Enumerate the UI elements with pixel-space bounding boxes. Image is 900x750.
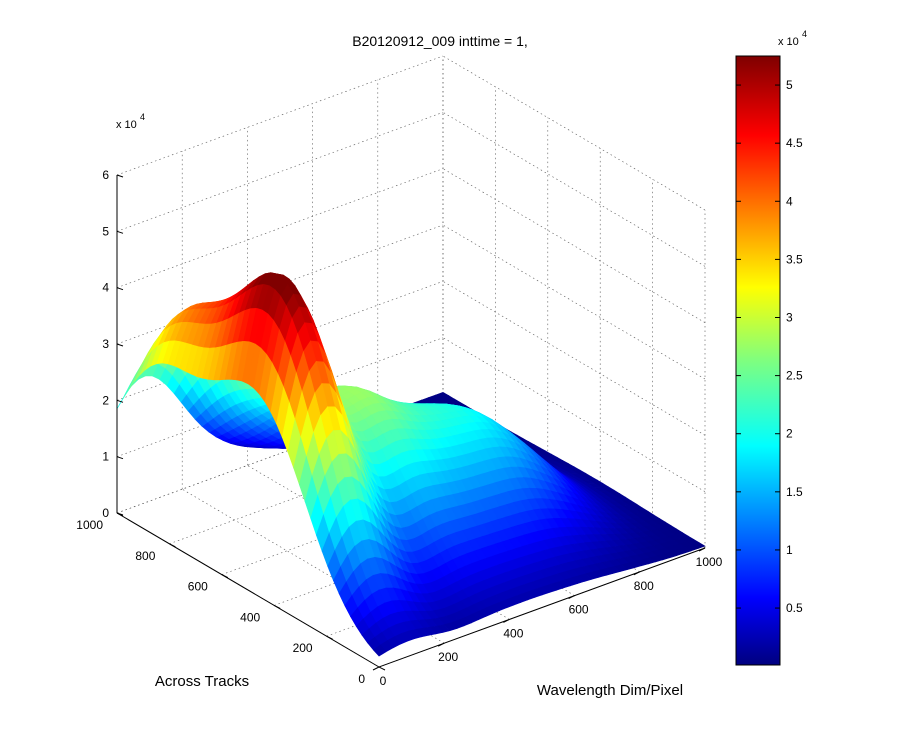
- z-tick-label: 4: [102, 281, 109, 295]
- colorbar-tick-label: 5: [786, 78, 793, 92]
- colorbar-tick-label: 4.5: [786, 136, 803, 150]
- colorbar-tick-label: 2.5: [786, 369, 803, 383]
- x-tick-label: 200: [438, 650, 458, 664]
- z-axis-multiplier: x 10 4: [116, 112, 145, 131]
- grid-line: [116, 168, 444, 288]
- surface-plot: [116, 272, 706, 657]
- colorbar: 0.5 1 1.5 2 2.5 3 3.5 4 4.5 5 x 10 4: [735, 29, 807, 666]
- y-axis-line: [116, 512, 380, 668]
- z-tick-label: 1: [102, 450, 109, 464]
- z-tick-mark: [116, 512, 124, 516]
- y-tick-mark: [169, 543, 176, 548]
- chart-title: B20120912_009 inttime = 1,: [352, 33, 528, 49]
- colorbar-multiplier-base: x 10: [778, 36, 799, 48]
- colorbar-ticks: 0.5 1 1.5 2 2.5 3 3.5 4 4.5 5: [736, 78, 803, 615]
- y-tick-label: 0: [358, 672, 365, 686]
- y-tick-mark: [221, 574, 229, 579]
- x-axis-line: [378, 547, 706, 668]
- x-tick-mark: [503, 618, 510, 623]
- grid-line: [116, 337, 444, 457]
- grid-line: [442, 55, 706, 211]
- surface-patch: [372, 644, 387, 657]
- grid-line: [442, 281, 706, 436]
- x-tick-mark: [372, 666, 380, 671]
- z-tick-mark: [116, 287, 124, 291]
- z-tick-label: 5: [102, 224, 109, 238]
- colorbar-tick-label: 1: [786, 543, 793, 557]
- y-tick-label: 1000: [76, 518, 103, 532]
- y-axis-label: Across Tracks: [155, 673, 249, 690]
- colorbar-tick-label: 3: [786, 310, 793, 324]
- colorbar-tick-label: 0.5: [786, 601, 803, 615]
- z-tick-label: 3: [102, 337, 109, 351]
- x-tick-mark: [698, 547, 706, 552]
- x-tick-label: 0: [380, 674, 387, 688]
- z-multiplier-base: x 10: [116, 119, 137, 131]
- x-tick-label: 400: [503, 626, 523, 640]
- x-tick-label: 600: [569, 603, 589, 617]
- x-tick-mark: [437, 642, 445, 647]
- z-tick-label: 6: [102, 168, 109, 182]
- z-multiplier-exponent: 4: [140, 112, 145, 122]
- colorbar-bar: [735, 55, 781, 666]
- y-tick-label: 200: [293, 641, 313, 655]
- colorbar-tick-label: 1.5: [786, 485, 803, 499]
- tick-labels: 0200400600800100002004006008001000012345…: [76, 168, 722, 688]
- grid-line: [442, 337, 706, 492]
- x-tick-mark: [633, 571, 641, 576]
- y-tick-mark: [378, 666, 386, 671]
- z-tick-mark: [116, 456, 124, 460]
- x-tick-label: 800: [634, 579, 654, 593]
- x-tick-label: 1000: [696, 555, 723, 569]
- colorbar-tick-label: 3.5: [786, 252, 803, 266]
- colorbar-tick-label: 2: [786, 427, 793, 441]
- z-tick-mark: [116, 230, 124, 234]
- z-tick-mark: [116, 399, 124, 403]
- y-tick-mark: [326, 635, 333, 640]
- grid-line: [116, 281, 444, 401]
- grid-line: [116, 224, 444, 345]
- grid-line: [116, 55, 444, 176]
- colorbar-tick-label: 4: [786, 194, 793, 208]
- y-tick-mark: [273, 604, 281, 609]
- y-tick-label: 400: [240, 610, 260, 624]
- grid-line: [442, 168, 706, 323]
- x-tick-mark: [568, 595, 575, 600]
- grid-line: [116, 112, 444, 232]
- grid-line: [442, 112, 706, 267]
- z-tick-mark: [116, 174, 124, 178]
- z-tick-label: 2: [102, 393, 109, 407]
- z-tick-label: 0: [102, 506, 109, 520]
- z-tick-mark: [116, 343, 124, 347]
- y-tick-label: 600: [188, 580, 208, 594]
- y-tick-label: 800: [135, 549, 155, 563]
- colorbar-multiplier-exponent: 4: [802, 29, 807, 39]
- grid-line: [442, 224, 706, 380]
- x-axis-label: Wavelength Dim/Pixel: [537, 682, 683, 699]
